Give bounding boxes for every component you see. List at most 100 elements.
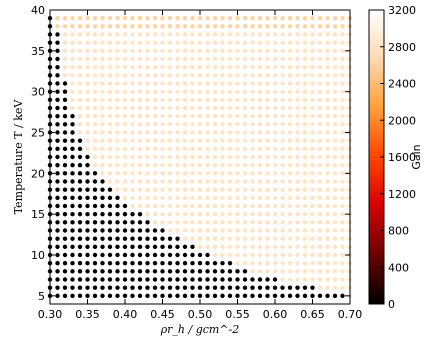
- point-high-gain: [205, 162, 210, 168]
- point-low-gain: [85, 293, 90, 299]
- point-high-gain: [145, 32, 150, 37]
- point-high-gain: [310, 154, 315, 160]
- point-high-gain: [190, 24, 195, 29]
- y-tick-label: 20: [31, 167, 45, 180]
- point-high-gain: [272, 187, 278, 192]
- point-high-gain: [182, 89, 188, 94]
- point-high-gain: [287, 97, 293, 103]
- point-high-gain: [137, 56, 143, 62]
- point-high-gain: [287, 187, 293, 192]
- point-low-gain: [115, 203, 120, 209]
- point-high-gain: [182, 97, 188, 103]
- point-high-gain: [85, 138, 90, 143]
- point-high-gain: [167, 15, 173, 21]
- point-low-gain: [92, 187, 98, 192]
- point-high-gain: [152, 154, 158, 160]
- point-high-gain: [167, 146, 173, 152]
- point-high-gain: [92, 97, 98, 103]
- point-low-gain: [70, 146, 75, 152]
- point-high-gain: [287, 228, 293, 233]
- point-high-gain: [242, 252, 248, 258]
- point-low-gain: [145, 260, 150, 266]
- point-high-gain: [70, 64, 75, 70]
- point-high-gain: [122, 48, 128, 54]
- point-low-gain: [235, 277, 240, 282]
- point-high-gain: [332, 244, 338, 250]
- point-low-gain: [70, 130, 75, 135]
- point-high-gain: [100, 89, 105, 94]
- point-high-gain: [332, 146, 338, 152]
- point-low-gain: [55, 277, 60, 282]
- point-low-gain: [85, 211, 90, 217]
- point-low-gain: [92, 285, 98, 290]
- point-high-gain: [70, 15, 75, 21]
- point-high-gain: [310, 24, 315, 29]
- point-high-gain: [130, 89, 135, 94]
- point-high-gain: [122, 97, 128, 103]
- point-low-gain: [160, 244, 165, 250]
- point-high-gain: [220, 203, 225, 209]
- point-high-gain: [197, 89, 203, 94]
- point-high-gain: [62, 15, 68, 21]
- point-high-gain: [295, 260, 300, 266]
- colorbar-tick-label: 2800: [388, 41, 416, 54]
- point-low-gain: [227, 260, 233, 266]
- point-high-gain: [227, 220, 233, 225]
- point-high-gain: [62, 48, 68, 54]
- point-low-gain: [175, 236, 180, 241]
- point-high-gain: [167, 220, 173, 225]
- point-high-gain: [280, 15, 285, 21]
- point-high-gain: [100, 154, 105, 160]
- point-high-gain: [115, 146, 120, 152]
- point-high-gain: [302, 269, 308, 274]
- point-low-gain: [115, 220, 120, 225]
- point-high-gain: [242, 64, 248, 70]
- point-high-gain: [332, 81, 338, 86]
- point-high-gain: [55, 24, 60, 29]
- point-high-gain: [272, 154, 278, 160]
- point-low-gain: [92, 211, 98, 217]
- point-low-gain: [55, 48, 60, 54]
- point-high-gain: [250, 146, 255, 152]
- point-high-gain: [175, 138, 180, 143]
- point-high-gain: [310, 260, 315, 266]
- point-high-gain: [145, 40, 150, 45]
- point-high-gain: [175, 40, 180, 45]
- point-high-gain: [235, 32, 240, 37]
- point-low-gain: [190, 260, 195, 266]
- point-high-gain: [115, 179, 120, 184]
- point-high-gain: [272, 138, 278, 143]
- point-high-gain: [190, 56, 195, 62]
- point-high-gain: [265, 130, 270, 135]
- point-high-gain: [280, 162, 285, 168]
- point-low-gain: [107, 260, 113, 266]
- point-low-gain: [137, 220, 143, 225]
- point-low-gain: [92, 203, 98, 209]
- point-high-gain: [235, 113, 240, 119]
- point-high-gain: [250, 56, 255, 62]
- point-high-gain: [317, 146, 323, 152]
- point-high-gain: [175, 32, 180, 37]
- point-high-gain: [332, 162, 338, 168]
- point-high-gain: [137, 48, 143, 54]
- point-low-gain: [85, 187, 90, 192]
- point-high-gain: [235, 122, 240, 127]
- point-high-gain: [197, 236, 203, 241]
- point-high-gain: [280, 211, 285, 217]
- point-high-gain: [302, 260, 308, 266]
- point-high-gain: [182, 220, 188, 225]
- point-high-gain: [137, 146, 143, 152]
- point-high-gain: [265, 40, 270, 45]
- y-tick-label: 25: [31, 127, 45, 140]
- point-high-gain: [152, 122, 158, 127]
- point-high-gain: [100, 81, 105, 86]
- point-high-gain: [205, 228, 210, 233]
- point-high-gain: [92, 32, 98, 37]
- point-low-gain: [137, 285, 143, 290]
- point-high-gain: [160, 81, 165, 86]
- point-low-gain: [122, 228, 128, 233]
- point-low-gain: [137, 244, 143, 250]
- point-high-gain: [77, 105, 83, 111]
- point-high-gain: [205, 73, 210, 78]
